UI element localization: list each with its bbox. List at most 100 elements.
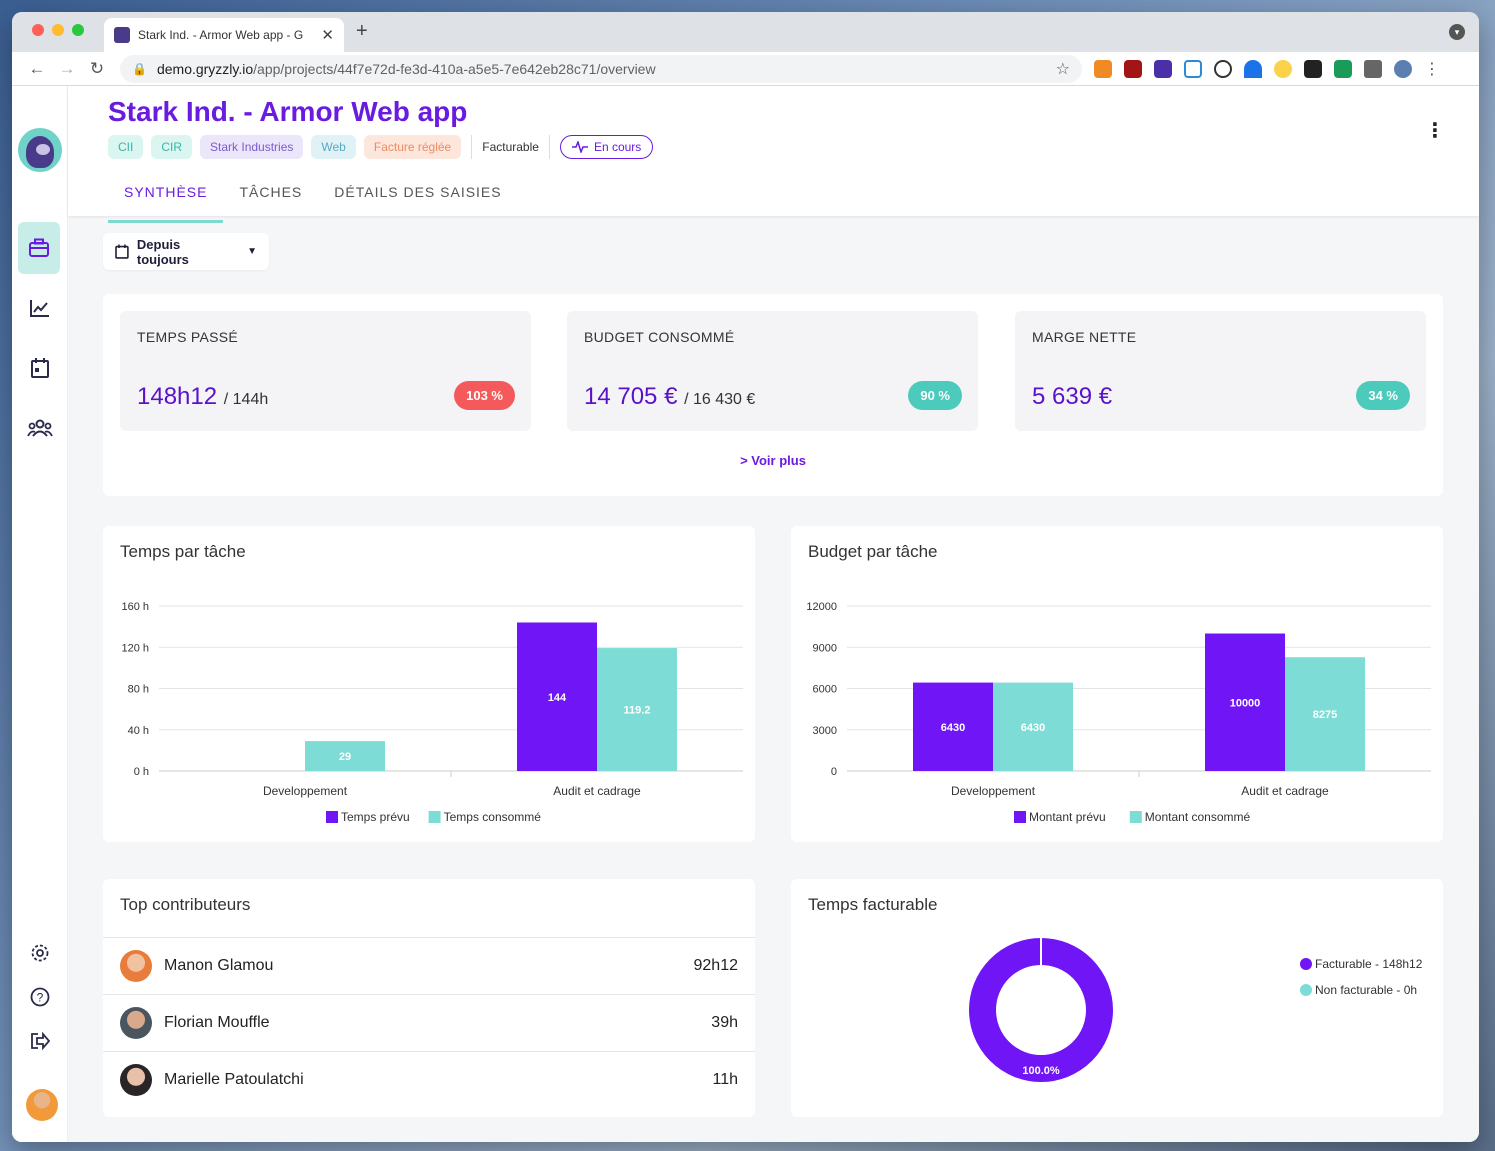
avatar bbox=[120, 1064, 152, 1096]
contributor-hours: 39h bbox=[711, 1014, 738, 1031]
contributor-name: Florian Mouffle bbox=[164, 1014, 270, 1031]
extension-icon[interactable] bbox=[1124, 59, 1142, 78]
kpi-badge: 34 % bbox=[1356, 381, 1410, 410]
extension-icon[interactable] bbox=[1214, 59, 1232, 78]
tag-web: Web bbox=[311, 135, 356, 159]
y-tick-label: 160 h bbox=[121, 601, 149, 613]
billing-label: Facturable bbox=[482, 140, 539, 154]
extension-icon[interactable] bbox=[1304, 59, 1322, 78]
divider bbox=[471, 135, 473, 159]
extension-icon[interactable] bbox=[1184, 59, 1202, 78]
bar-data-label: 6430 bbox=[941, 722, 965, 734]
extensions-bar bbox=[1094, 59, 1412, 78]
y-tick-label: 0 bbox=[831, 766, 837, 778]
profile-avatar[interactable] bbox=[1394, 59, 1412, 78]
voir-plus-link[interactable]: > Voir plus bbox=[740, 453, 806, 468]
logout-icon[interactable] bbox=[20, 1021, 60, 1061]
legend-swatch bbox=[1300, 958, 1312, 970]
y-tick-label: 0 h bbox=[134, 766, 149, 778]
y-tick-label: 40 h bbox=[128, 725, 149, 737]
back-button[interactable]: ← bbox=[28, 58, 46, 78]
card-title: Temps par tâche bbox=[120, 542, 246, 561]
address-bar[interactable]: 🔒 demo.gryzzly.io/app/projects/44f7e72d-… bbox=[120, 54, 1082, 83]
kpi-value: 14 705 € / 16 430 € bbox=[584, 383, 756, 410]
tag-cii: CII bbox=[108, 135, 144, 159]
tag-client: Stark Industries bbox=[200, 135, 304, 159]
close-window-button[interactable] bbox=[32, 24, 44, 36]
y-tick-label: 120 h bbox=[121, 642, 149, 654]
browser-toolbar: ← → ↻ 🔒 demo.gryzzly.io/app/projects/44f… bbox=[12, 52, 1479, 86]
forward-button[interactable]: → bbox=[58, 58, 76, 78]
app-logo[interactable] bbox=[18, 128, 62, 172]
more-options-icon[interactable]: ⋮ bbox=[1425, 120, 1445, 142]
avatar bbox=[120, 1007, 152, 1039]
chart-line-icon[interactable] bbox=[20, 288, 60, 328]
tab-details-saisies[interactable]: DÉTAILS DES SAISIES bbox=[334, 184, 502, 200]
minimize-window-button[interactable] bbox=[52, 24, 64, 36]
status-badge: En cours bbox=[559, 135, 654, 159]
bar bbox=[913, 682, 993, 771]
help-icon[interactable]: ? bbox=[20, 977, 60, 1017]
tab-search-icon[interactable]: ▾ bbox=[1449, 24, 1465, 40]
extension-icon[interactable] bbox=[1094, 59, 1112, 78]
settings-icon[interactable] bbox=[20, 933, 60, 973]
bar bbox=[517, 622, 597, 771]
user-avatar[interactable] bbox=[26, 1089, 58, 1121]
kpi-budget-consomme: BUDGET CONSOMMÉ 14 705 € / 16 430 € 90 % bbox=[567, 311, 978, 431]
pie-slice bbox=[969, 938, 1113, 1082]
date-filter-label: Depuis toujours bbox=[136, 236, 189, 267]
kpi-badge: 90 % bbox=[908, 381, 962, 410]
activity-icon bbox=[571, 141, 588, 153]
bookmark-star-icon[interactable]: ☆ bbox=[1055, 60, 1070, 78]
bar bbox=[1205, 633, 1285, 771]
tag-cir: CIR bbox=[151, 135, 193, 159]
x-tick-label: Developpement bbox=[951, 784, 1036, 798]
puzzle-icon[interactable] bbox=[1364, 59, 1382, 78]
card-title: Budget par tâche bbox=[808, 542, 938, 561]
chevron-down-icon: ▼ bbox=[247, 246, 257, 257]
temps-facturable-card: Temps facturable 100.0% Facturable - 148h… bbox=[791, 879, 1443, 1117]
temps-facturable-chart: 100.0% Facturable - 148h12 Non facturable … bbox=[969, 938, 1423, 1082]
url-text: demo.gryzzly.io/app/projects/44f7e72d-fe… bbox=[156, 60, 656, 77]
contributor-hours: 11h bbox=[712, 1071, 738, 1088]
legend-label: Temps prévu bbox=[341, 810, 410, 824]
list-item[interactable]: Manon Glamou 92h12 bbox=[103, 937, 755, 994]
close-tab-icon[interactable]: ✕ bbox=[321, 27, 334, 44]
calendar-icon bbox=[115, 244, 129, 259]
legend-label: Non facturable - 0h bbox=[1315, 983, 1417, 997]
y-tick-label: 6000 bbox=[813, 684, 837, 696]
kpi-label: TEMPS PASSÉ bbox=[137, 329, 239, 345]
team-icon[interactable] bbox=[20, 408, 60, 448]
temps-par-tache-card: Temps par tâche 0 h 40 h 80 h 120 h 160 h Dev… bbox=[103, 526, 755, 842]
legend-swatch bbox=[428, 811, 441, 823]
tab-synthese[interactable]: SYNTHÈSE bbox=[108, 182, 224, 223]
top-contributeurs-card: Top contributeurs Manon Glamou 92h12 Flo… bbox=[103, 879, 755, 1117]
temps-par-tache-chart: 0 h 40 h 80 h 120 h 160 h Developpement 29 Audi… bbox=[121, 601, 743, 824]
kpi-label: BUDGET CONSOMMÉ bbox=[584, 329, 735, 345]
project-tags: CII CIR Stark Industries Web Facture rég… bbox=[108, 135, 654, 159]
extension-icon[interactable] bbox=[1154, 59, 1172, 78]
list-item[interactable]: Marielle Patoulatchi 11h bbox=[103, 1051, 755, 1108]
legend-label: Montant consommé bbox=[1145, 810, 1251, 824]
date-filter-dropdown[interactable]: Depuis toujours ▼ bbox=[103, 233, 269, 270]
reload-button[interactable]: ↻ bbox=[89, 58, 105, 78]
kpi-value: 148h12 / 144h bbox=[137, 383, 269, 410]
calendar-icon[interactable] bbox=[20, 348, 60, 388]
projects-nav-briefcase-icon[interactable] bbox=[18, 222, 60, 274]
browser-tab[interactable]: Stark Ind. - Armor Web app - G ✕ bbox=[104, 18, 344, 52]
extension-icon[interactable] bbox=[1244, 59, 1262, 78]
bar-data-label: 119.2 bbox=[624, 705, 651, 717]
bar-data-label: 6430 bbox=[1021, 722, 1045, 734]
list-item[interactable]: Florian Mouffle 39h bbox=[103, 994, 755, 1051]
browser-menu-icon[interactable]: ⋮ bbox=[1424, 60, 1440, 78]
contributor-hours: 92h12 bbox=[693, 957, 739, 974]
budget-par-tache-card: Budget par tâche 0 3000 6000 9000 12000 Devel… bbox=[791, 526, 1443, 842]
extension-icon[interactable] bbox=[1334, 59, 1352, 78]
tab-taches[interactable]: TÂCHES bbox=[239, 184, 303, 200]
tab-bar: SYNTHÈSE TÂCHES DÉTAILS DES SAISIES bbox=[108, 182, 518, 223]
legend-swatch bbox=[326, 811, 338, 823]
extension-icon[interactable] bbox=[1274, 59, 1292, 78]
new-tab-button[interactable]: + bbox=[356, 20, 368, 42]
maximize-window-button[interactable] bbox=[72, 24, 84, 36]
kpi-marge-nette: MARGE NETTE 5 639 € 34 % bbox=[1015, 311, 1426, 431]
